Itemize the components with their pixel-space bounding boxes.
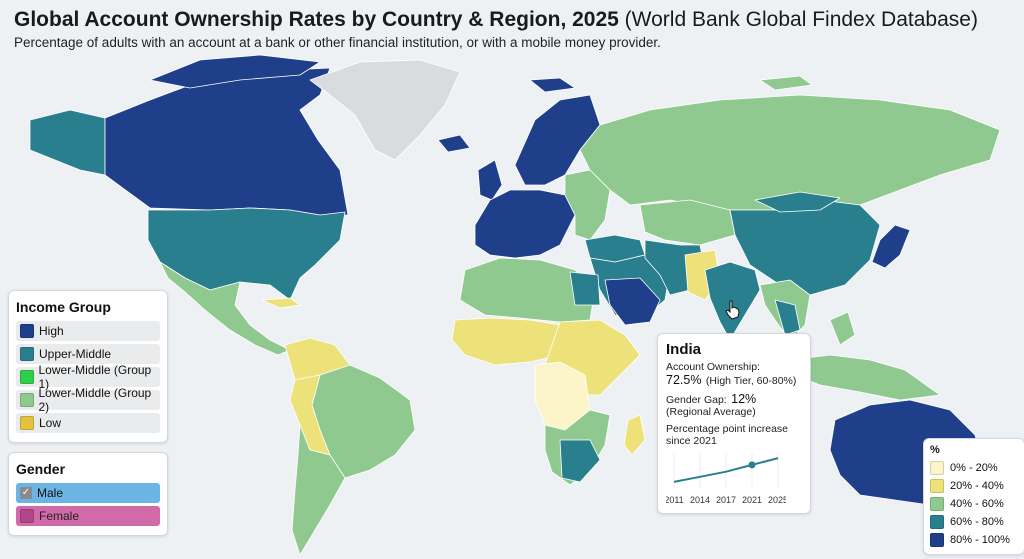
swatch-icon: [930, 479, 944, 493]
legend-title: %: [930, 444, 940, 456]
gap-value: 12%: [731, 392, 757, 406]
tooltip-ownership: Account Ownership: 72.5% (High Tier, 60-…: [666, 361, 802, 388]
region-west-africa: [451, 317, 561, 366]
income-filter-upper-middle[interactable]: Upper-Middle: [16, 344, 160, 364]
sparkline-year-label: 2017: [716, 495, 736, 505]
color-legend: % 0% - 20% 20% - 40% 40% - 60% 60% - 80%…: [923, 438, 1024, 555]
sparkline-line: [673, 457, 779, 483]
legend-bin-3: 60% - 80%: [930, 514, 1018, 530]
title-main: Global Account Ownership Rates by Countr…: [14, 8, 619, 31]
gender-panel: Gender ✓ Male Female: [8, 452, 168, 536]
swatch-icon: [930, 515, 944, 529]
region-caribbean: [261, 297, 301, 309]
legend-label: 40% - 60%: [950, 498, 1004, 510]
region-egypt: [569, 271, 601, 306]
region-southern-cone: [291, 424, 346, 556]
legend-bin-2: 40% - 60%: [930, 496, 1018, 512]
filter-label: Female: [39, 509, 80, 523]
filter-label: Low: [39, 416, 62, 430]
filter-label: Upper-Middle: [39, 347, 112, 361]
page-title: Global Account Ownership Rates by Countr…: [14, 8, 978, 32]
filter-label: Lower-Middle (Group 2): [38, 386, 152, 414]
region-arctic-russia: [759, 75, 813, 91]
region-philippines: [829, 311, 856, 346]
hand-cursor-icon: [725, 300, 740, 320]
region-western-europe: [474, 189, 576, 259]
region-alaska: [29, 109, 106, 176]
legend-label: 20% - 40%: [950, 480, 1004, 492]
checkbox-checked-icon[interactable]: ✓: [20, 487, 32, 499]
region-saudi: [604, 277, 661, 326]
country-tooltip: India Account Ownership: 72.5% (High Tie…: [657, 333, 811, 514]
income-group-panel: Income Group High Upper-Middle Lower-Mid…: [8, 290, 168, 443]
swatch-icon: [930, 533, 944, 547]
region-greenland: [309, 59, 461, 161]
sparkline-year-label: 2021: [742, 495, 762, 505]
region-thailand: [774, 299, 801, 336]
tooltip-country: India: [666, 341, 702, 358]
legend-label: 80% - 100%: [950, 534, 1010, 546]
ownership-label: Account Ownership:: [666, 361, 760, 373]
sparkline-point-highlight: [748, 461, 756, 469]
income-group-title: Income Group: [16, 299, 111, 315]
legend-bin-0: 0% - 20%: [930, 460, 1018, 476]
filter-label: High: [39, 324, 64, 338]
legend-bin-1: 20% - 40%: [930, 478, 1018, 494]
tooltip-gender-gap: Gender Gap: 12% (Regional Average): [666, 392, 802, 419]
region-central-asia: [639, 199, 736, 246]
ownership-note: (High Tier, 60-80%): [705, 375, 797, 387]
income-filter-low[interactable]: Low: [16, 413, 160, 433]
region-russia: [579, 94, 1001, 211]
income-filter-lower-middle-2[interactable]: Lower-Middle (Group 2): [16, 386, 160, 414]
gap-note: (Regional Average): [666, 406, 756, 418]
gender-filter-female[interactable]: Female: [16, 506, 160, 526]
sparkline-year-label: 2011: [666, 495, 684, 505]
checkbox-unchecked-icon[interactable]: [20, 509, 34, 523]
region-mongolia: [754, 191, 841, 213]
region-uk: [477, 159, 503, 201]
region-madagascar: [623, 414, 646, 456]
income-filter-high[interactable]: High: [16, 321, 160, 341]
region-arctic-islands: [149, 54, 321, 89]
map-header: Global Account Ownership Rates by Countr…: [14, 8, 978, 50]
gender-filter-male[interactable]: ✓ Male: [16, 483, 160, 503]
swatch-icon: [20, 393, 34, 407]
region-japan: [871, 224, 911, 269]
region-north-islands: [529, 77, 576, 93]
swatch-icon: [20, 324, 34, 338]
gap-label: Gender Gap:: [666, 394, 727, 406]
filter-label: Male: [37, 486, 64, 500]
trend-sparkline: 2011 2014 2017 2021 2025: [666, 453, 786, 505]
region-north-africa: [459, 257, 596, 323]
legend-bin-4: 80% - 100%: [930, 532, 1018, 548]
gender-title: Gender: [16, 461, 66, 477]
sparkline-year-label: 2014: [690, 495, 710, 505]
swatch-icon: [930, 497, 944, 511]
swatch-icon: [20, 347, 34, 361]
legend-label: 0% - 20%: [950, 462, 998, 474]
title-source: (World Bank Global Findex Database): [624, 8, 978, 31]
ownership-value: 72.5%: [666, 373, 702, 387]
legend-label: 60% - 80%: [950, 516, 1004, 528]
sparkline-year-label: 2025: [768, 495, 786, 505]
region-iceland: [437, 134, 471, 153]
page-subtitle: Percentage of adults with an account at …: [14, 35, 661, 50]
swatch-icon: [20, 416, 34, 430]
trend-label: Percentage point increase since 2021: [666, 423, 788, 447]
swatch-icon: [20, 370, 34, 384]
region-south-africa: [559, 439, 601, 483]
filter-label: Lower-Middle (Group 1): [38, 363, 152, 391]
income-filter-lower-middle-1[interactable]: Lower-Middle (Group 1): [16, 363, 160, 391]
swatch-icon: [930, 461, 944, 475]
